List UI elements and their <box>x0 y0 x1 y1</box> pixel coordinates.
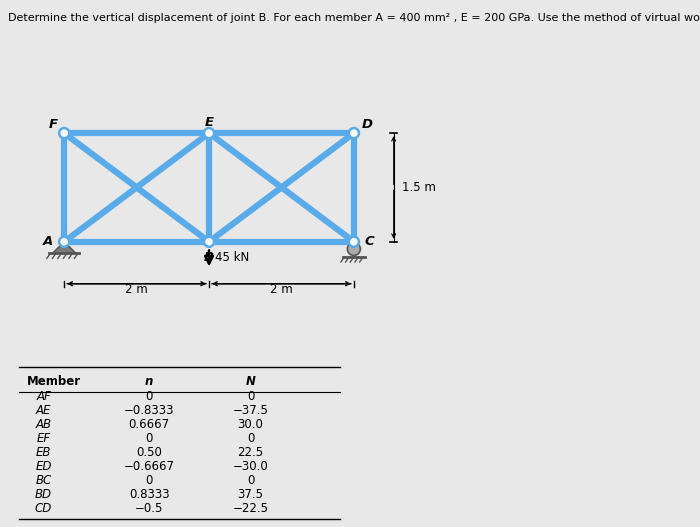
Text: 30.0: 30.0 <box>238 418 263 431</box>
Text: −0.8333: −0.8333 <box>124 404 174 417</box>
Circle shape <box>349 237 359 247</box>
Polygon shape <box>52 242 76 253</box>
Text: ED: ED <box>36 460 52 473</box>
Text: −37.5: −37.5 <box>232 404 269 417</box>
Text: 45 kN: 45 kN <box>215 251 249 264</box>
Text: 1.5 m: 1.5 m <box>402 181 436 194</box>
Text: 0: 0 <box>247 391 254 403</box>
Text: 0.50: 0.50 <box>136 446 162 459</box>
Text: CD: CD <box>35 502 52 515</box>
Text: 0.8333: 0.8333 <box>129 487 169 501</box>
Text: B: B <box>204 251 214 264</box>
Text: F: F <box>49 118 58 131</box>
Text: 0: 0 <box>146 391 153 403</box>
Text: 0.6667: 0.6667 <box>129 418 169 431</box>
Text: 0: 0 <box>247 474 254 487</box>
Circle shape <box>347 242 360 256</box>
Text: AF: AF <box>36 391 51 403</box>
Text: 22.5: 22.5 <box>237 446 264 459</box>
Text: C: C <box>365 235 374 248</box>
Text: D: D <box>361 118 372 131</box>
Text: 37.5: 37.5 <box>237 487 264 501</box>
Text: N: N <box>246 375 256 387</box>
Circle shape <box>59 128 69 138</box>
Text: −0.5: −0.5 <box>135 502 163 515</box>
Circle shape <box>59 237 69 247</box>
Text: A: A <box>43 235 53 248</box>
Text: EF: EF <box>36 432 50 445</box>
Text: Member: Member <box>27 375 81 387</box>
Circle shape <box>349 128 359 138</box>
Circle shape <box>204 128 214 138</box>
Text: 0: 0 <box>247 432 254 445</box>
Text: 2 m: 2 m <box>125 283 148 296</box>
Text: 2 m: 2 m <box>270 283 293 296</box>
Text: Determine the vertical displacement of joint B. For each member A = 400 mm² , E : Determine the vertical displacement of j… <box>8 13 700 23</box>
Text: AE: AE <box>36 404 51 417</box>
Text: EB: EB <box>36 446 51 459</box>
Text: 0: 0 <box>146 474 153 487</box>
Text: 0: 0 <box>146 432 153 445</box>
Text: AB: AB <box>36 418 52 431</box>
Text: −30.0: −30.0 <box>232 460 269 473</box>
Text: BC: BC <box>36 474 52 487</box>
Text: −22.5: −22.5 <box>232 502 269 515</box>
Circle shape <box>204 237 214 247</box>
Text: −0.6667: −0.6667 <box>124 460 174 473</box>
Text: n: n <box>145 375 153 387</box>
Text: BD: BD <box>35 487 52 501</box>
Text: E: E <box>204 116 214 129</box>
